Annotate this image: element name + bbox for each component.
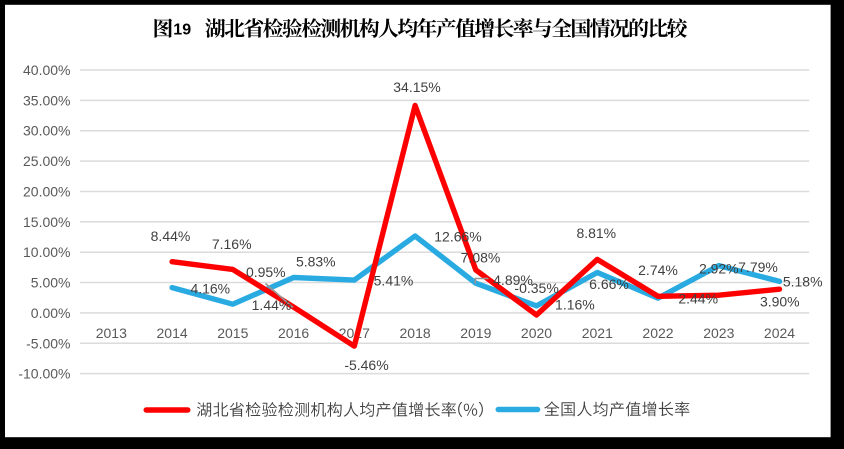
svg-text:30.00%: 30.00% xyxy=(23,123,70,139)
svg-text:2022: 2022 xyxy=(642,325,673,341)
svg-text:2017: 2017 xyxy=(339,325,370,341)
svg-text:-5.00%: -5.00% xyxy=(26,335,70,351)
svg-text:7.16%: 7.16% xyxy=(212,236,252,252)
svg-text:1.16%: 1.16% xyxy=(555,296,595,312)
svg-text:19: 19 xyxy=(173,22,191,39)
svg-text:2.74%: 2.74% xyxy=(638,262,678,278)
svg-text:8.44%: 8.44% xyxy=(151,228,191,244)
svg-text:2018: 2018 xyxy=(400,325,431,341)
svg-text:4.16%: 4.16% xyxy=(190,280,230,296)
svg-text:5.41%: 5.41% xyxy=(374,273,414,289)
svg-text:7.79%: 7.79% xyxy=(738,259,778,275)
svg-text:2023: 2023 xyxy=(703,325,734,341)
svg-text:1.44%: 1.44% xyxy=(252,297,292,313)
svg-text:40.00%: 40.00% xyxy=(23,62,70,78)
svg-text:2021: 2021 xyxy=(582,325,613,341)
svg-text:0.95%: 0.95% xyxy=(246,264,286,280)
svg-text:10.00%: 10.00% xyxy=(23,244,70,260)
svg-text:2024: 2024 xyxy=(764,325,795,341)
svg-text:2020: 2020 xyxy=(521,325,552,341)
svg-text:8.81%: 8.81% xyxy=(576,225,616,241)
svg-text:2016: 2016 xyxy=(278,325,309,341)
svg-text:25.00%: 25.00% xyxy=(23,153,70,169)
svg-text:4.89%: 4.89% xyxy=(493,272,533,288)
svg-text:20.00%: 20.00% xyxy=(23,184,70,200)
svg-text:15.00%: 15.00% xyxy=(23,214,70,230)
svg-text:3.90%: 3.90% xyxy=(760,294,800,310)
svg-text:34.15%: 34.15% xyxy=(393,79,440,95)
svg-text:7.08%: 7.08% xyxy=(461,250,501,266)
svg-text:35.00%: 35.00% xyxy=(23,92,70,108)
svg-text:5.83%: 5.83% xyxy=(296,253,336,269)
svg-text:2019: 2019 xyxy=(460,325,491,341)
svg-text:5.00%: 5.00% xyxy=(31,275,71,291)
svg-text:12.66%: 12.66% xyxy=(434,229,481,245)
svg-text:2014: 2014 xyxy=(157,325,188,341)
svg-text:5.18%: 5.18% xyxy=(783,273,823,289)
svg-text:2015: 2015 xyxy=(217,325,248,341)
svg-text:6.66%: 6.66% xyxy=(589,276,629,292)
svg-text:2013: 2013 xyxy=(96,325,127,341)
svg-text:-5.46%: -5.46% xyxy=(344,357,388,373)
svg-text:0.00%: 0.00% xyxy=(31,305,71,321)
svg-text:2.44%: 2.44% xyxy=(678,290,718,306)
svg-text:-0.35%: -0.35% xyxy=(514,280,558,296)
svg-text:2.92%: 2.92% xyxy=(699,260,739,276)
svg-text:-10.00%: -10.00% xyxy=(18,366,70,382)
